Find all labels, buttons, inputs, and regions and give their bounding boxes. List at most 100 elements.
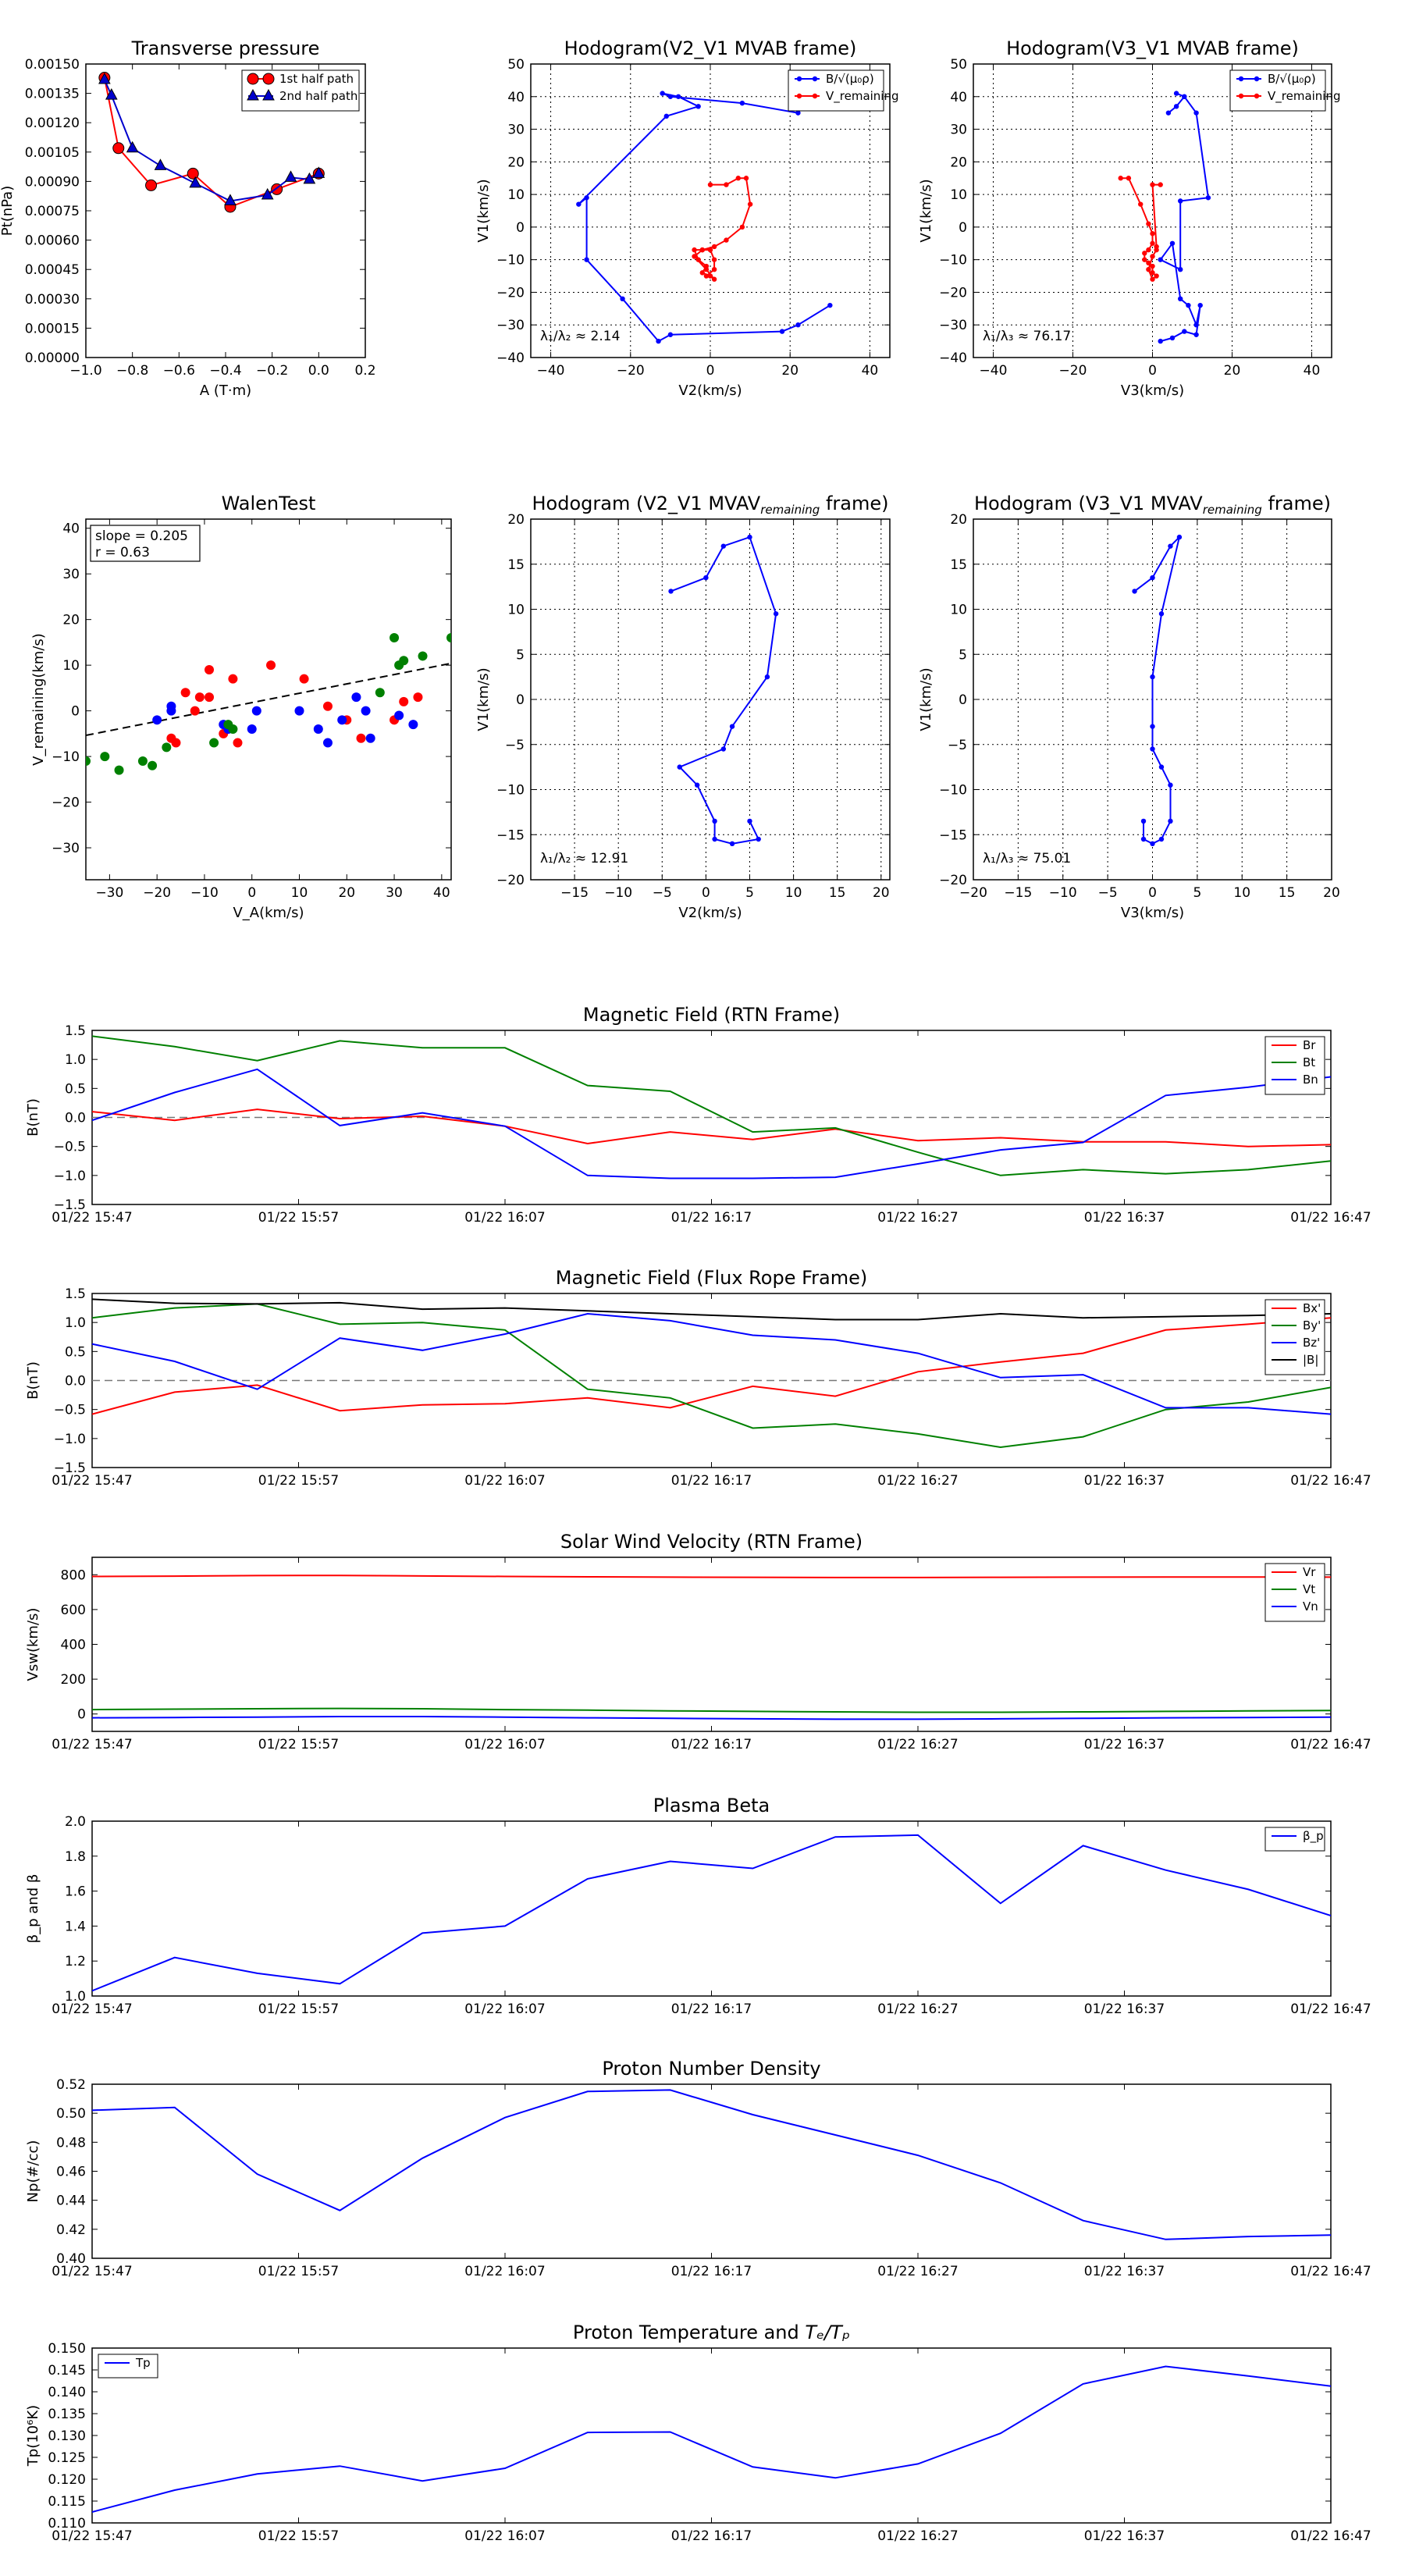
y-tick-label: −30 xyxy=(496,318,525,333)
plot-area xyxy=(1118,91,1211,344)
x-axis-label: V2(km/s) xyxy=(678,382,742,399)
y-tick-label: 600 xyxy=(61,1603,86,1618)
x-axis-label: V3(km/s) xyxy=(1121,382,1184,399)
x-tick-label: 20 xyxy=(873,885,890,901)
legend-label: Tp xyxy=(135,2356,151,2370)
data-point xyxy=(656,338,661,344)
chart-title: Magnetic Field (Flux Rope Frame) xyxy=(556,1267,867,1289)
y-tick-label: 0.150 xyxy=(48,2341,86,2357)
x-tick-label: 30 xyxy=(386,885,403,901)
data-point xyxy=(261,187,274,200)
data-point xyxy=(247,724,257,735)
y-tick-label: 30 xyxy=(62,567,80,582)
series-line-Bz' xyxy=(92,1312,1331,1415)
x-tick-label: −0.4 xyxy=(209,363,241,379)
x-tick-label: −5 xyxy=(653,885,672,901)
data-point xyxy=(1140,818,1147,824)
data-point xyxy=(1146,221,1151,226)
data-point xyxy=(711,267,717,272)
data-point xyxy=(137,756,148,766)
y-axis-label: V1(km/s) xyxy=(475,667,492,731)
stats-slope: slope = 0.205 xyxy=(95,528,188,544)
chart-walen-test: −30 −20 −10 0 10 20 30 40 −30 −20 −10 0 10 20 30 40 Wale… xyxy=(30,493,452,921)
y-tick-label: 400 xyxy=(61,1638,86,1653)
data-point xyxy=(112,142,125,155)
y-tick-label: 1.4 xyxy=(65,1919,86,1934)
x-tick-label: 01/22 16:47 xyxy=(1290,2528,1371,2544)
y-tick-label: 0.0 xyxy=(65,1374,86,1389)
y-tick-label: 1.5 xyxy=(65,1286,86,1302)
x-tick-label: −20 xyxy=(617,363,645,379)
plot-area xyxy=(98,72,325,213)
y-tick-label: 2.0 xyxy=(65,1814,86,1830)
x-tick-label: −20 xyxy=(143,885,171,901)
y-tick-label: 40 xyxy=(507,90,525,105)
y-axis-label: B(nT) xyxy=(25,1361,41,1400)
data-point xyxy=(747,201,753,207)
y-tick-label: 1.0 xyxy=(65,1052,86,1068)
data-point xyxy=(1254,76,1260,82)
data-point xyxy=(675,94,681,99)
data-point xyxy=(729,724,735,729)
y-tick-label: −20 xyxy=(52,795,80,811)
plot-frame xyxy=(91,2083,1332,2259)
x-tick-label: 01/22 16:47 xyxy=(1290,2264,1371,2279)
data-point xyxy=(1150,276,1155,282)
plot-frame xyxy=(85,518,452,881)
data-point xyxy=(1146,260,1151,266)
chart-title: Plasma Beta xyxy=(653,1795,770,1816)
data-point xyxy=(692,247,697,253)
data-point xyxy=(1154,244,1159,250)
x-tick-label: −15 xyxy=(560,885,589,901)
data-point xyxy=(703,267,710,272)
series-line-Vr xyxy=(92,1574,1331,1578)
y-tick-label: −0.5 xyxy=(54,1140,86,1155)
x-axis-label: V3(km/s) xyxy=(1121,905,1184,921)
data-point xyxy=(1150,263,1155,269)
x-tick-label: 01/22 16:27 xyxy=(877,1737,958,1752)
y-tick-label: 1.5 xyxy=(65,1023,86,1039)
chart-title: Solar Wind Velocity (RTN Frame) xyxy=(560,1531,863,1553)
x-tick-label: −10 xyxy=(604,885,632,901)
series-line-Tp xyxy=(92,2365,1331,2513)
x-tick-label: 01/22 16:17 xyxy=(671,1737,752,1752)
x-tick-label: 20 xyxy=(338,885,355,901)
data-point xyxy=(322,701,333,711)
data-point xyxy=(747,818,752,824)
y-tick-label: 0.44 xyxy=(56,2194,86,2209)
data-point xyxy=(703,273,710,279)
data-point xyxy=(667,332,674,337)
plot-frame xyxy=(530,63,891,358)
chart-title: Hodogram (V2_V1 MVAVremaining frame) xyxy=(532,493,889,517)
data-point xyxy=(262,73,275,85)
plot-area xyxy=(86,633,451,775)
x-tick-label: 5 xyxy=(1193,885,1201,901)
y-tick-label: 0.5 xyxy=(65,1081,86,1097)
data-point xyxy=(584,257,589,262)
data-point xyxy=(1150,270,1155,276)
x-tick-label: −15 xyxy=(1004,885,1032,901)
data-point xyxy=(756,836,761,842)
y-tick-label: 0.5 xyxy=(65,1344,86,1360)
x-tick-label: −0.8 xyxy=(116,363,148,379)
x-tick-label: −10 xyxy=(190,885,219,901)
data-point xyxy=(739,224,745,230)
y-tick-label: −5 xyxy=(505,738,525,753)
y-tick-label: 0.46 xyxy=(56,2165,86,2180)
y-tick-label: −20 xyxy=(939,285,967,301)
data-point xyxy=(251,706,261,716)
data-point xyxy=(86,756,91,766)
chart-solar-wind-velocity: 01/22 15:47 01/22 15:57 01/22 16:07 01/22 1… xyxy=(25,1531,1371,1752)
chart-proton-number-density: 01/22 15:47 01/22 15:57 01/22 16:07 01/22 1… xyxy=(25,2058,1371,2279)
chart-hodogram-v3-v1-mvab: −40 −20 0 20 40 −40 −30 −20 −10 0 10 20 30 40 50 Hodogr… xyxy=(918,37,1341,399)
series-line-β_p xyxy=(92,1834,1331,1992)
data-point xyxy=(1193,110,1199,116)
data-point xyxy=(773,611,779,617)
data-point xyxy=(1168,818,1173,824)
data-point xyxy=(668,589,674,594)
y-axis-label: Np(#/cc) xyxy=(25,2140,41,2203)
eigen-ratio-annotation: λ₁/λ₃ ≈ 75.01 xyxy=(983,851,1071,866)
legend-label: |B| xyxy=(1303,1353,1318,1367)
y-tick-label: 0.52 xyxy=(56,2077,86,2093)
x-tick-label: 0.0 xyxy=(308,363,329,379)
